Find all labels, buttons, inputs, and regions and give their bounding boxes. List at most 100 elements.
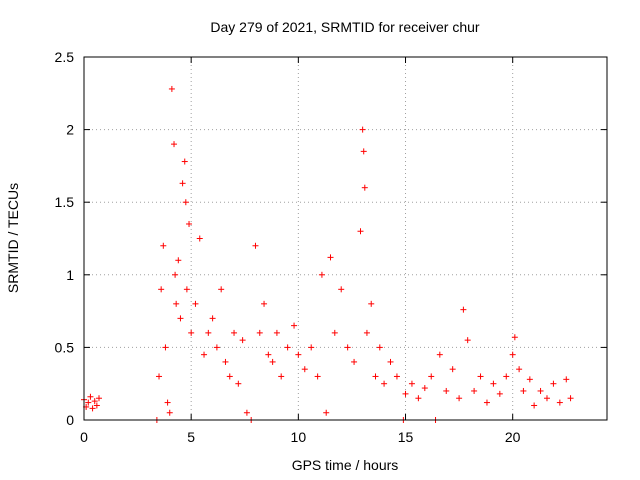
data-point [252,242,259,249]
data-point [368,300,375,307]
data-point [520,387,527,394]
data-point [351,358,358,365]
data-point [381,380,388,387]
data-point [363,329,370,336]
y-tick-label: 2.5 [55,49,75,65]
data-point [156,373,163,380]
data-point [509,351,516,358]
data-point [415,395,422,402]
data-point [222,358,229,365]
data-point [318,271,325,278]
chart-title: Day 279 of 2021, SRMTID for receiver chu… [210,19,480,35]
data-point [213,344,220,351]
x-tick-label: 0 [80,429,88,445]
data-point [218,286,225,293]
data-point [168,85,175,92]
y-tick-label: 0.5 [55,339,75,355]
data-point [205,329,212,336]
data-point [421,385,428,392]
data-point [331,329,338,336]
data-point [160,242,167,249]
data-point [179,180,186,187]
data-point [526,376,533,383]
data-point [344,344,351,351]
data-point [209,315,216,322]
data-point [537,387,544,394]
data-point [550,380,557,387]
data-point [278,373,285,380]
data-point [181,158,188,165]
x-tick-label: 15 [398,429,414,445]
data-point [483,399,490,406]
data-point [490,380,497,387]
x-tick-label: 5 [187,429,195,445]
data-point [188,329,195,336]
data-point [166,409,173,416]
data-point [531,402,538,409]
data-point [201,351,208,358]
data-point [327,254,334,261]
data-point [372,373,379,380]
data-point [173,300,180,307]
y-tick-label: 2 [66,122,74,138]
data-point [235,380,242,387]
data-point [87,393,94,400]
data-point [402,390,409,397]
data-point [464,337,471,344]
x-tick-label: 10 [291,429,307,445]
data-point [291,322,298,329]
data-point [556,399,563,406]
data-point [449,366,456,373]
data-point [295,351,302,358]
x-tick-label: 20 [505,429,521,445]
data-point [323,409,330,416]
data-point [269,358,276,365]
data-point [408,380,415,387]
data-point [387,358,394,365]
data-point [284,344,291,351]
x-axis-label: GPS time / hours [292,457,399,473]
data-point [192,300,199,307]
data-point [265,351,272,358]
data-point [177,315,184,322]
data-point [164,399,171,406]
plot-frame [83,56,608,421]
data-point [256,329,263,336]
axis-ticks: 0 5 10 15 20 0 0.5 1 1.5 2 2.5 [55,49,607,445]
data-point [85,399,92,406]
data-point [196,235,203,242]
data-point [182,199,189,206]
data-point [359,126,366,133]
data-point [301,366,308,373]
data-point [436,351,443,358]
data-point [376,344,383,351]
data-point [361,184,368,191]
data-point [567,395,574,402]
data-point [543,395,550,402]
y-axis-label: SRMTID / TECUs [5,183,21,293]
data-point [243,409,250,416]
data-point [96,395,103,402]
data-point [171,141,178,148]
data-point [239,337,246,344]
data-point [360,148,367,155]
data-point [357,228,364,235]
data-point [91,398,98,405]
data-point [443,387,450,394]
data-point [175,257,182,264]
data-point [477,373,484,380]
data-point [273,329,280,336]
data-point [158,286,165,293]
data-point [172,271,179,278]
y-tick-label: 0 [66,412,74,428]
data-point [162,344,169,351]
data-point [503,373,510,380]
data-point [456,395,463,402]
data-point [563,376,570,383]
data-points [81,85,574,423]
data-point [314,373,321,380]
data-point [516,366,523,373]
data-point [460,306,467,313]
data-point [226,373,233,380]
